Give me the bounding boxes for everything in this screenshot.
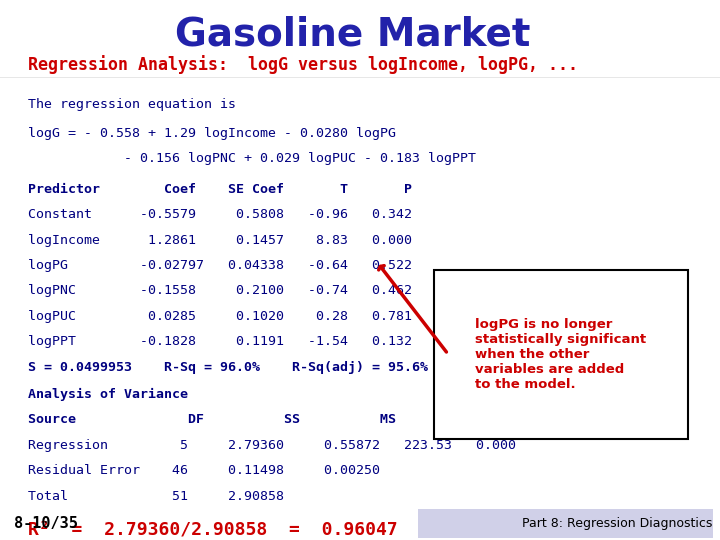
Text: Total             51     2.90858: Total 51 2.90858 <box>28 490 284 503</box>
Text: Source              DF          SS          MS        F        P: Source DF SS MS F P <box>28 414 540 427</box>
Text: Residual Error    46     0.11498     0.00250: Residual Error 46 0.11498 0.00250 <box>28 464 380 477</box>
Text: - 0.156 logPNC + 0.029 logPUC - 0.183 logPPT: - 0.156 logPNC + 0.029 logPUC - 0.183 lo… <box>28 152 476 165</box>
Text: Analysis of Variance: Analysis of Variance <box>28 388 188 401</box>
FancyBboxPatch shape <box>418 509 713 538</box>
Text: R²  =  2.79360/2.90858  =  0.96047: R² = 2.79360/2.90858 = 0.96047 <box>28 520 398 538</box>
Text: Regression         5     2.79360     0.55872   223.53   0.000: Regression 5 2.79360 0.55872 223.53 0.00… <box>28 439 516 452</box>
Text: Regression Analysis:  logG versus logIncome, logPG, ...: Regression Analysis: logG versus logInco… <box>28 56 578 75</box>
Text: logPG         -0.02797   0.04338   -0.64   0.522: logPG -0.02797 0.04338 -0.64 0.522 <box>28 259 413 272</box>
Text: 8-10/35: 8-10/35 <box>14 516 78 531</box>
Text: logPG is no longer
statistically significant
when the other
variables are added
: logPG is no longer statistically signifi… <box>475 318 647 391</box>
FancyBboxPatch shape <box>434 269 688 439</box>
Text: logPUC         0.0285     0.1020    0.28   0.781: logPUC 0.0285 0.1020 0.28 0.781 <box>28 310 413 323</box>
Text: logIncome      1.2861     0.1457    8.83   0.000: logIncome 1.2861 0.1457 8.83 0.000 <box>28 234 413 247</box>
Text: Constant      -0.5579     0.5808   -0.96   0.342: Constant -0.5579 0.5808 -0.96 0.342 <box>28 208 413 221</box>
Text: The regression equation is: The regression equation is <box>28 98 236 111</box>
Text: logPNC        -0.1558     0.2100   -0.74   0.462: logPNC -0.1558 0.2100 -0.74 0.462 <box>28 285 413 298</box>
Text: logPPT        -0.1828     0.1191   -1.54   0.132: logPPT -0.1828 0.1191 -1.54 0.132 <box>28 335 413 348</box>
Text: Gasoline Market: Gasoline Market <box>175 16 531 54</box>
Text: S = 0.0499953    R-Sq = 96.0%    R-Sq(adj) = 95.6%: S = 0.0499953 R-Sq = 96.0% R-Sq(adj) = 9… <box>28 361 428 374</box>
Text: Part 8: Regression Diagnostics: Part 8: Regression Diagnostics <box>523 517 713 530</box>
Text: Predictor        Coef    SE Coef       T       P: Predictor Coef SE Coef T P <box>28 183 413 196</box>
Text: logG = - 0.558 + 1.29 logIncome - 0.0280 logPG: logG = - 0.558 + 1.29 logIncome - 0.0280… <box>28 127 396 140</box>
